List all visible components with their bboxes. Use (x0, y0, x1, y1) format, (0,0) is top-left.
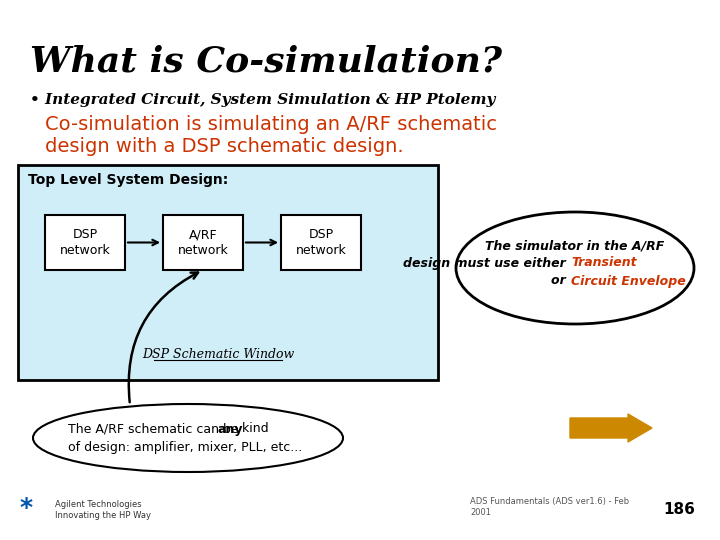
Text: A/RF
network: A/RF network (178, 228, 228, 256)
Text: Agilent Technologies
Innovating the HP Way: Agilent Technologies Innovating the HP W… (55, 500, 151, 521)
Text: DSP Schematic Window: DSP Schematic Window (142, 348, 294, 361)
Text: design with a DSP schematic design.: design with a DSP schematic design. (45, 137, 404, 156)
Ellipse shape (456, 212, 694, 324)
Text: Top Level System Design:: Top Level System Design: (28, 173, 228, 187)
Text: kind: kind (238, 422, 269, 435)
FancyBboxPatch shape (18, 165, 438, 380)
FancyBboxPatch shape (163, 215, 243, 270)
FancyArrow shape (570, 414, 652, 442)
Text: Co-simulation is simulating an A/RF schematic: Co-simulation is simulating an A/RF sche… (45, 115, 497, 134)
FancyBboxPatch shape (281, 215, 361, 270)
Text: 186: 186 (663, 503, 695, 517)
FancyArrowPatch shape (129, 273, 198, 402)
Text: ADS Fundamentals (ADS ver1.6) - Feb
2001: ADS Fundamentals (ADS ver1.6) - Feb 2001 (470, 497, 629, 517)
Text: of design: amplifier, mixer, PLL, etc...: of design: amplifier, mixer, PLL, etc... (68, 441, 302, 454)
Ellipse shape (33, 404, 343, 472)
Text: *: * (20, 496, 33, 520)
Text: The simulator in the A/RF: The simulator in the A/RF (485, 240, 665, 253)
Text: Circuit Envelope: Circuit Envelope (571, 274, 685, 287)
Text: The A/RF schematic can be: The A/RF schematic can be (68, 422, 243, 435)
Text: DSP
network: DSP network (296, 228, 346, 256)
Text: any: any (218, 422, 243, 435)
Text: What is Co-simulation?: What is Co-simulation? (30, 45, 502, 79)
Text: or: or (551, 274, 570, 287)
Text: • Integrated Circuit, System Simulation & HP Ptolemy: • Integrated Circuit, System Simulation … (30, 93, 495, 107)
Text: DSP
network: DSP network (60, 228, 110, 256)
FancyBboxPatch shape (45, 215, 125, 270)
Text: design must use either: design must use either (403, 256, 570, 269)
Text: Transient: Transient (571, 256, 636, 269)
